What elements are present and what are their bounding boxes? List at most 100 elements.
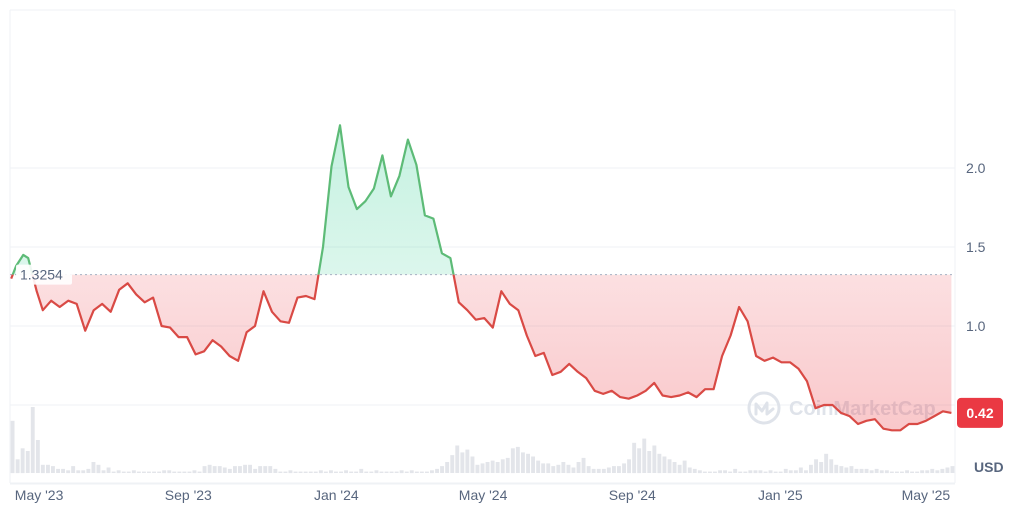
volume-bar bbox=[738, 471, 743, 473]
volume-bar bbox=[637, 448, 642, 474]
volume-bar bbox=[111, 471, 116, 473]
volume-bar bbox=[895, 471, 899, 473]
volume-bar bbox=[101, 470, 106, 474]
volume-bar bbox=[323, 471, 328, 473]
volume-bar bbox=[692, 468, 697, 473]
volume-bar bbox=[500, 459, 505, 474]
volume-bar bbox=[682, 460, 687, 473]
volume-bar bbox=[238, 466, 242, 473]
x-tick-label: May '23 bbox=[15, 487, 64, 503]
volume-bar bbox=[778, 471, 783, 473]
volume-bar bbox=[35, 440, 40, 473]
volume-bar bbox=[905, 470, 909, 474]
volume-bar bbox=[819, 462, 824, 473]
volume-bar bbox=[430, 470, 434, 474]
volume-bar bbox=[273, 468, 278, 473]
volume-bar bbox=[829, 459, 834, 474]
volume-bar bbox=[379, 471, 384, 473]
volume-bar bbox=[900, 471, 904, 473]
volume-bar bbox=[915, 471, 920, 473]
volume-bar bbox=[824, 453, 829, 474]
volume-bar bbox=[450, 455, 455, 473]
volume-bar bbox=[697, 470, 702, 474]
volume-bar bbox=[798, 467, 803, 473]
volume-bar bbox=[177, 471, 182, 473]
volume-bar bbox=[814, 459, 818, 474]
volume-bar bbox=[515, 446, 520, 473]
volume-bar bbox=[809, 464, 813, 474]
volume-bar bbox=[617, 466, 621, 473]
volume-bar bbox=[859, 468, 864, 473]
volume-bar bbox=[687, 467, 692, 473]
volume-bar bbox=[30, 407, 35, 473]
volume-bar bbox=[521, 452, 525, 473]
volume-bar bbox=[864, 468, 869, 473]
volume-bar bbox=[773, 471, 778, 473]
volume-bar bbox=[490, 460, 495, 473]
x-axis: May '23 Sep '23 Jan '24 May '24 Sep '24 Jan '… bbox=[15, 487, 951, 503]
volume-bar bbox=[207, 464, 212, 474]
volume-bar bbox=[293, 471, 298, 473]
y-tick-label: 1.0 bbox=[966, 318, 986, 334]
volume-bar bbox=[334, 471, 338, 473]
volume-bar bbox=[10, 420, 15, 474]
volume-bar bbox=[612, 466, 616, 473]
volume-bar bbox=[126, 471, 131, 473]
x-tick-label: Sep '23 bbox=[165, 487, 212, 503]
volume-bar bbox=[339, 471, 343, 473]
volume-bar bbox=[783, 468, 788, 473]
volume-bar bbox=[167, 470, 172, 474]
volume-bar bbox=[768, 470, 773, 474]
volume-bar bbox=[253, 468, 258, 473]
volume-bar bbox=[303, 471, 308, 473]
volume-bar bbox=[728, 471, 733, 473]
volume-bar bbox=[601, 468, 606, 473]
volume-bar bbox=[15, 459, 20, 474]
volume-bar bbox=[541, 463, 546, 473]
volume-bar bbox=[182, 471, 187, 473]
volume-bar bbox=[369, 471, 374, 473]
volume-bar bbox=[576, 462, 581, 473]
volume-bar bbox=[849, 466, 854, 473]
volume-bar bbox=[874, 468, 879, 473]
volume-bar bbox=[440, 466, 444, 473]
volume-bar bbox=[591, 468, 596, 473]
volume-bar bbox=[677, 464, 682, 474]
volume-bar bbox=[298, 471, 303, 473]
volume-bar bbox=[930, 468, 935, 473]
volume-bar bbox=[920, 470, 925, 474]
volume-bar bbox=[399, 470, 404, 474]
volume-bar bbox=[147, 471, 151, 473]
volume-bar bbox=[278, 471, 283, 473]
volume-bar bbox=[839, 466, 844, 473]
volume-bar bbox=[56, 468, 60, 473]
volume-bar bbox=[288, 470, 293, 474]
volume-bar bbox=[622, 463, 626, 473]
volume-bar bbox=[652, 445, 657, 473]
volume-bar bbox=[313, 471, 318, 473]
volume-bar bbox=[571, 467, 576, 473]
volume-bar bbox=[162, 470, 167, 474]
coinmarketcap-logo-icon bbox=[747, 391, 781, 425]
volume-bar bbox=[409, 470, 414, 474]
volume-bar bbox=[627, 459, 631, 474]
volume-bar bbox=[606, 467, 611, 473]
volume-bar bbox=[647, 451, 652, 473]
currency-label: USD bbox=[974, 459, 1004, 475]
volume-bar bbox=[425, 471, 429, 473]
volume-bar bbox=[455, 445, 460, 473]
volume-bar bbox=[657, 453, 662, 474]
volume-bar bbox=[485, 462, 490, 473]
volume-bar bbox=[854, 468, 859, 473]
volume-bar bbox=[834, 464, 839, 474]
volume-bar bbox=[136, 471, 141, 473]
volume-bar bbox=[268, 466, 273, 473]
volume-bar bbox=[581, 457, 586, 473]
volume-bar bbox=[308, 471, 313, 473]
volume-bar bbox=[25, 451, 30, 473]
volume-bar bbox=[556, 464, 561, 474]
volume-bar bbox=[546, 463, 551, 473]
volume-bar bbox=[202, 466, 207, 473]
volume-bar bbox=[121, 471, 126, 473]
